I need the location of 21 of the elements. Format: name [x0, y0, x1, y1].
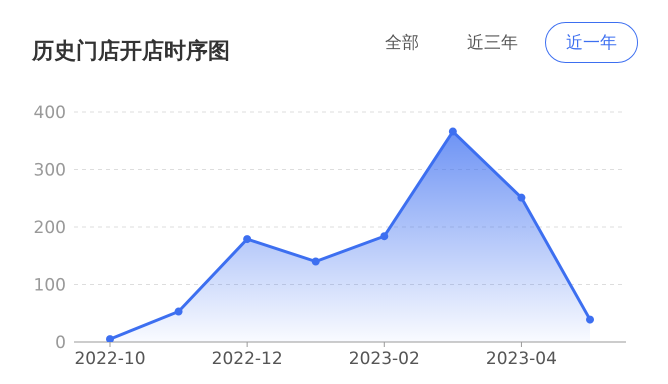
y-tick-label: 100	[34, 276, 66, 296]
text: 近三年	[466, 32, 519, 55]
point	[243, 235, 252, 244]
x-tick-label: 2022-12	[212, 349, 283, 369]
x-tick-label: 2023-04	[486, 349, 557, 369]
point	[380, 232, 388, 240]
point	[517, 194, 526, 202]
point	[448, 128, 457, 136]
y-tick-label: 0	[55, 333, 66, 354]
point	[174, 308, 183, 316]
y-tick-label: 300	[34, 160, 66, 181]
x-tick-label: 2023-02	[348, 349, 420, 369]
text: 全部	[384, 32, 420, 55]
point	[106, 335, 114, 342]
x-tick-label: 2022-10	[74, 349, 146, 369]
y-tick-label: 200	[34, 218, 66, 238]
text: 近一年	[545, 22, 638, 63]
chart-title: 历史门店开店时序图	[32, 38, 230, 66]
point	[586, 316, 594, 324]
y-tick-label: 400	[34, 103, 66, 124]
point	[312, 258, 320, 266]
